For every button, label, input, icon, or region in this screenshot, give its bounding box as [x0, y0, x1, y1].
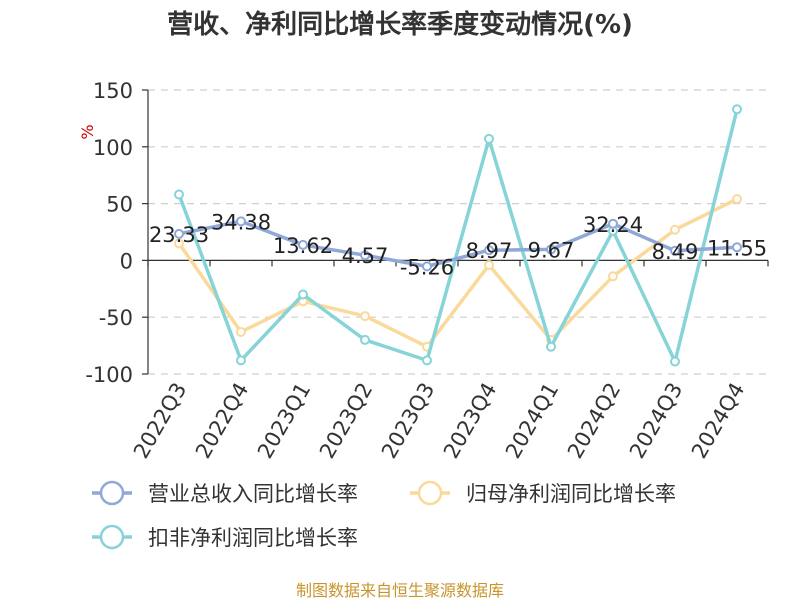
- y-tick-label: 100: [93, 136, 133, 160]
- x-tick-label: 2024Q2: [563, 379, 625, 463]
- y-tick-label: -50: [99, 306, 133, 330]
- y-tick-label: -100: [85, 363, 133, 387]
- x-tick-label: 2022Q3: [129, 379, 191, 463]
- series-line-1: [177, 197, 739, 349]
- series-point-2: [732, 104, 742, 115]
- series-point-0: [546, 244, 556, 255]
- legend-label: 营业总收入同比增长率: [148, 482, 358, 506]
- source-footer: 制图数据来自恒生聚源数据库: [296, 581, 504, 600]
- y-tick-label: 0: [120, 249, 133, 273]
- series-point-2: [484, 133, 494, 144]
- x-tick-label: 2024Q4: [687, 379, 749, 463]
- series-point-2: [670, 356, 680, 367]
- data-label: 8.97: [466, 239, 513, 263]
- series-point-2: [236, 355, 246, 366]
- series-line-0: [177, 219, 739, 269]
- chart-title: 营收、净利同比增长率季度变动情况(%): [167, 9, 633, 40]
- data-label: 4.57: [342, 244, 389, 268]
- series-point-0: [422, 261, 432, 272]
- series-point-2: [422, 355, 432, 366]
- series-line-2: [177, 107, 739, 364]
- series-point-2: [360, 334, 370, 345]
- series-point-0: [484, 245, 494, 256]
- data-label: 23.33: [149, 223, 209, 247]
- y-axis-unit: %: [78, 124, 97, 139]
- series-point-2: [174, 189, 184, 200]
- x-tick-label: 2024Q1: [501, 379, 563, 463]
- data-label: 9.67: [528, 238, 575, 262]
- series-point-2: [546, 341, 556, 352]
- data-label: 11.55: [707, 236, 767, 260]
- series-lines: [174, 104, 742, 367]
- data-label: 32.24: [583, 213, 643, 237]
- series-point-0: [670, 245, 680, 256]
- x-tick-label: 2023Q2: [315, 379, 377, 463]
- x-tick-label: 2023Q1: [253, 379, 315, 463]
- series-point-0: [732, 242, 742, 253]
- series-point-1: [608, 271, 618, 282]
- legend-item: 归母净利润同比增长率: [410, 480, 676, 506]
- series-point-2: [298, 289, 308, 300]
- series-point-1: [174, 238, 184, 249]
- series-point-1: [236, 326, 246, 337]
- legend-marker: [99, 480, 125, 506]
- series-point-0: [236, 216, 246, 227]
- y-tick-label: 150: [93, 79, 133, 103]
- x-tick-label: 2024Q3: [625, 379, 687, 463]
- data-label: 13.62: [273, 234, 333, 258]
- data-label: -5.26: [400, 255, 454, 279]
- series-point-1: [360, 311, 370, 322]
- y-tick-label: 50: [106, 193, 133, 217]
- series-point-0: [360, 250, 370, 261]
- x-tick-label: 2023Q3: [377, 379, 439, 463]
- series-point-1: [484, 259, 494, 270]
- legend-item: 营业总收入同比增长率: [92, 480, 358, 506]
- data-label: 34.38: [211, 210, 271, 234]
- series-point-1: [732, 194, 742, 205]
- legend-marker: [417, 480, 443, 506]
- series-point-1: [670, 224, 680, 235]
- series-point-0: [298, 239, 308, 250]
- legend-item: 扣非净利润同比增长率: [92, 524, 358, 550]
- x-tick-label: 2023Q4: [439, 379, 501, 463]
- legend-marker: [99, 524, 125, 550]
- data-label: 8.49: [652, 240, 699, 264]
- series-point-0: [174, 228, 184, 239]
- series-point-0: [608, 218, 618, 229]
- legend-label: 扣非净利润同比增长率: [148, 526, 358, 550]
- legend-label: 归母净利润同比增长率: [466, 482, 676, 506]
- x-tick-label: 2022Q4: [191, 379, 253, 463]
